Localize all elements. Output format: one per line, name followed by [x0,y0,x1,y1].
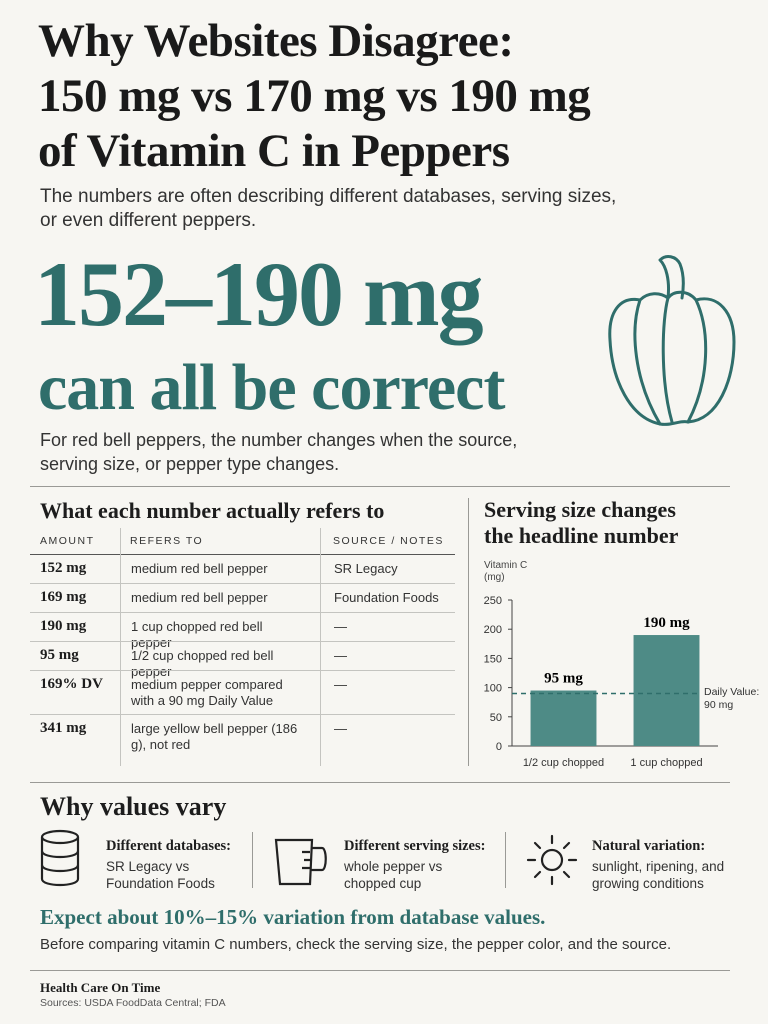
row-rule [30,612,455,613]
hero-text: For red bell peppers, the number changes… [40,428,517,476]
refers-to: medium red bell pepper [131,561,268,576]
hero-line: For red bell peppers, the number changes… [40,430,518,450]
reason-heading: Natural variation: [592,838,706,854]
amount: 169 mg [40,589,87,605]
source: — [334,619,347,634]
source: Foundation Foods [334,590,439,605]
row-rule [30,714,455,715]
source: SR Legacy [334,561,398,576]
measuring-cup-icon [274,838,327,886]
divider [252,832,253,888]
refers-to: 1/2 cup chopped red bell pepper [131,648,274,679]
reason-text: sunlight, ripening, and growing conditio… [592,859,725,891]
hero-line: serving size, or pepper type changes. [40,454,340,474]
amount: 95 mg [40,647,79,663]
column-rule [320,528,321,766]
chart: 0 50 100 150 200 250 95 mg 1/2 cup chopped 190 m… [484,595,718,769]
refers-to: 1 cup chopped red bell pepper [131,619,263,650]
brand: Health Care On Time [40,980,161,995]
table-title: What each number actually refers to [40,498,385,523]
database-icon [40,829,80,887]
title: Why Websites Disagree: 150 mg vs 170 mg … [38,14,591,179]
reason-text: whole pepper vs chopped cup [344,859,443,891]
row-rule [30,670,455,671]
body [608,290,736,426]
source: — [334,721,347,736]
divider [30,486,730,487]
reason-heading: Different databases: [106,838,231,854]
amount: 341 mg [40,720,87,736]
title-line: 150 mg vs 170 mg vs 190 mg [38,70,591,122]
source: — [334,648,347,663]
reason-heading: Different serving sizes: [344,838,486,854]
pepper-icon [608,255,736,426]
x-tick-label: 1 cup chopped [630,757,702,769]
column-rule [120,528,121,766]
y-axis-label: Vitamin C (mg) [484,560,528,583]
subheadline: can all be correct [38,351,505,424]
divider [30,782,730,783]
chart-title: Serving size changes the headline number [484,497,678,549]
y-tick-label: 200 [484,624,502,636]
callout: Expect about 10%–15% variation from data… [40,905,546,929]
subtitle: The numbers are often describing differe… [40,185,616,233]
source: — [334,677,347,692]
row-rule [30,641,455,642]
amount: 190 mg [40,618,87,634]
amount: 169% DV [40,676,103,692]
row-rule [30,554,455,555]
column-header: REFERS TO [130,535,204,547]
y-tick-label: 50 [490,712,502,724]
y-tick-label: 0 [496,741,502,753]
x-tick-label: 1/2 cup chopped [523,757,604,769]
ribs [633,296,708,426]
y-tick-label: 250 [484,595,502,607]
reason-text: SR Legacy vs Foundation Foods [106,859,215,891]
title-line: Why Websites Disagree: [38,15,514,67]
column-header: SOURCE / NOTES [333,535,444,547]
subtitle-line: The numbers are often describing differe… [40,186,617,207]
callout-note: Before comparing vitamin C numbers, chec… [40,936,672,953]
chart-title-line: the headline number [484,523,679,548]
title-line: of Vitamin C in Peppers [38,125,510,177]
subtitle-line: or even different peppers. [40,210,257,231]
divider [468,498,469,766]
sun-icon [526,834,578,886]
y-tick-label: 150 [484,653,502,665]
sources: Sources: USDA FoodData Central; FDA [40,997,226,1009]
amount: 152 mg [40,560,87,576]
value-label: 190 mg [643,615,690,631]
divider [505,832,506,888]
reasons-title: Why values vary [40,792,227,821]
stem [658,255,685,300]
refers-to: medium pepper compared with a 90 mg Dail… [131,677,283,708]
bar [530,690,597,746]
bar [633,635,700,746]
y-tick-label: 100 [484,683,502,695]
refers-to: medium red bell pepper [131,590,268,605]
reference-label: Daily Value: 90 mg [704,686,760,712]
row-rule [30,583,455,584]
chart-title-line: Serving size changes [484,497,676,522]
column-header: AMOUNT [40,535,95,547]
value-label: 95 mg [544,671,583,687]
divider [30,970,730,971]
refers-to: large yellow bell pepper (186 g), not re… [131,721,298,752]
headline: 152–190 mg [34,243,484,345]
